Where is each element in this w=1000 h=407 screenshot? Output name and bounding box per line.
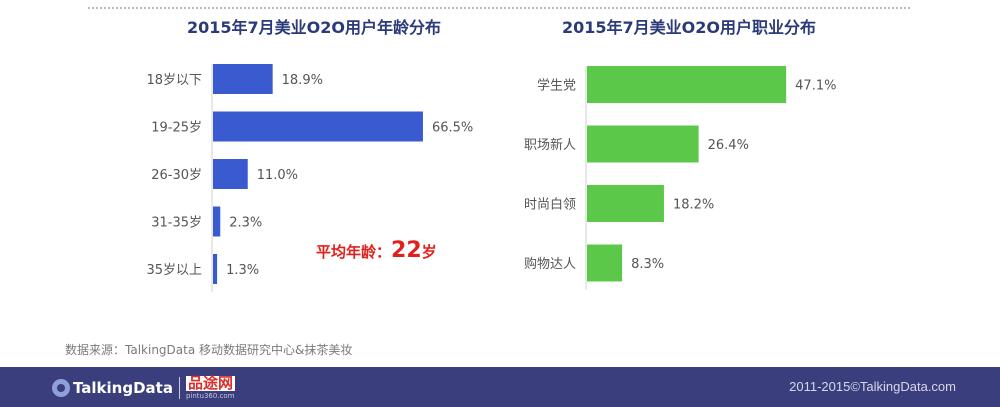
- age-bar-0: [213, 64, 273, 94]
- average-age-prefix: 平均年龄：: [316, 243, 392, 261]
- occupation-bar-1: [587, 125, 699, 163]
- occupation-bar-0: [587, 66, 787, 103]
- occupation-category-label-3: 购物达人: [524, 256, 576, 272]
- age-distribution-chart: 2015年7月美业O2O用户年龄分布 18岁以下 18.9% 19-25岁 66.5%…: [146, 18, 473, 292]
- partner-logo-name: 品途网: [185, 374, 235, 392]
- age-value-label-0: 18.9%: [282, 73, 323, 88]
- partner-logo: 品途网 pintu360.com: [185, 374, 235, 400]
- data-source-note: 数据来源：TalkingData 移动数据研究中心&抹茶美妆: [65, 343, 353, 357]
- average-age-value: 22: [391, 238, 422, 263]
- occupation-bar-2: [587, 185, 664, 222]
- age-value-label-4: 1.3%: [226, 263, 259, 278]
- occupation-category-label-1: 职场新人: [524, 137, 576, 153]
- occupation-value-label-0: 47.1%: [795, 79, 836, 94]
- occupation-value-label-1: 26.4%: [708, 138, 749, 153]
- age-category-label-1: 19-25岁: [151, 121, 202, 136]
- age-bar-3: [213, 206, 221, 237]
- occupation-value-label-3: 8.3%: [631, 257, 664, 272]
- talkingdata-logo-icon: [52, 379, 70, 397]
- age-category-label-4: 35岁以上: [146, 263, 202, 278]
- partner-logo-url: pintu360.com: [185, 392, 235, 400]
- average-age-suffix: 岁: [421, 243, 437, 261]
- logo-separator: [178, 377, 180, 399]
- copyright-text: 2011-2015©TalkingData.com: [789, 379, 956, 394]
- talkingdata-logo-text: TalkingData: [73, 379, 173, 397]
- age-category-label-3: 31-35岁: [151, 216, 202, 231]
- age-bar-2: [213, 159, 248, 189]
- occupation-category-label-2: 时尚白领: [524, 197, 576, 213]
- age-category-label-2: 26-30岁: [151, 168, 202, 183]
- occupation-value-label-2: 18.2%: [673, 198, 714, 213]
- footer-logo: TalkingData 品途网 pintu360.com: [52, 376, 235, 400]
- age-value-label-3: 2.3%: [229, 216, 262, 231]
- occupation-chart-title: 2015年7月美业O2O用户职业分布: [562, 18, 816, 37]
- footer-bar: TalkingData 品途网 pintu360.com 2011-2015©T…: [0, 367, 1000, 407]
- average-age-annotation: 平均年龄：22岁: [316, 238, 437, 263]
- top-divider: [88, 7, 910, 9]
- age-bars: 18岁以下 18.9% 19-25岁 66.5% 26-30岁 11.0% 31-35岁 2.…: [146, 64, 473, 292]
- age-chart-title: 2015年7月美业O2O用户年龄分布: [187, 18, 441, 37]
- occupation-bars: 学生党 47.1% 职场新人 26.4% 时尚白领 18.2% 购物达人 8.3%: [524, 66, 836, 290]
- age-value-label-1: 66.5%: [432, 121, 473, 136]
- occupation-category-label-0: 学生党: [537, 78, 576, 94]
- age-bar-4: [213, 254, 218, 284]
- occupation-bar-3: [587, 244, 623, 282]
- occupation-distribution-chart: 2015年7月美业O2O用户职业分布 学生党 47.1% 职场新人 26.4% 时尚白领…: [524, 18, 836, 290]
- age-category-label-0: 18岁以下: [146, 73, 202, 88]
- age-value-label-2: 11.0%: [257, 168, 298, 183]
- age-bar-1: [213, 111, 423, 142]
